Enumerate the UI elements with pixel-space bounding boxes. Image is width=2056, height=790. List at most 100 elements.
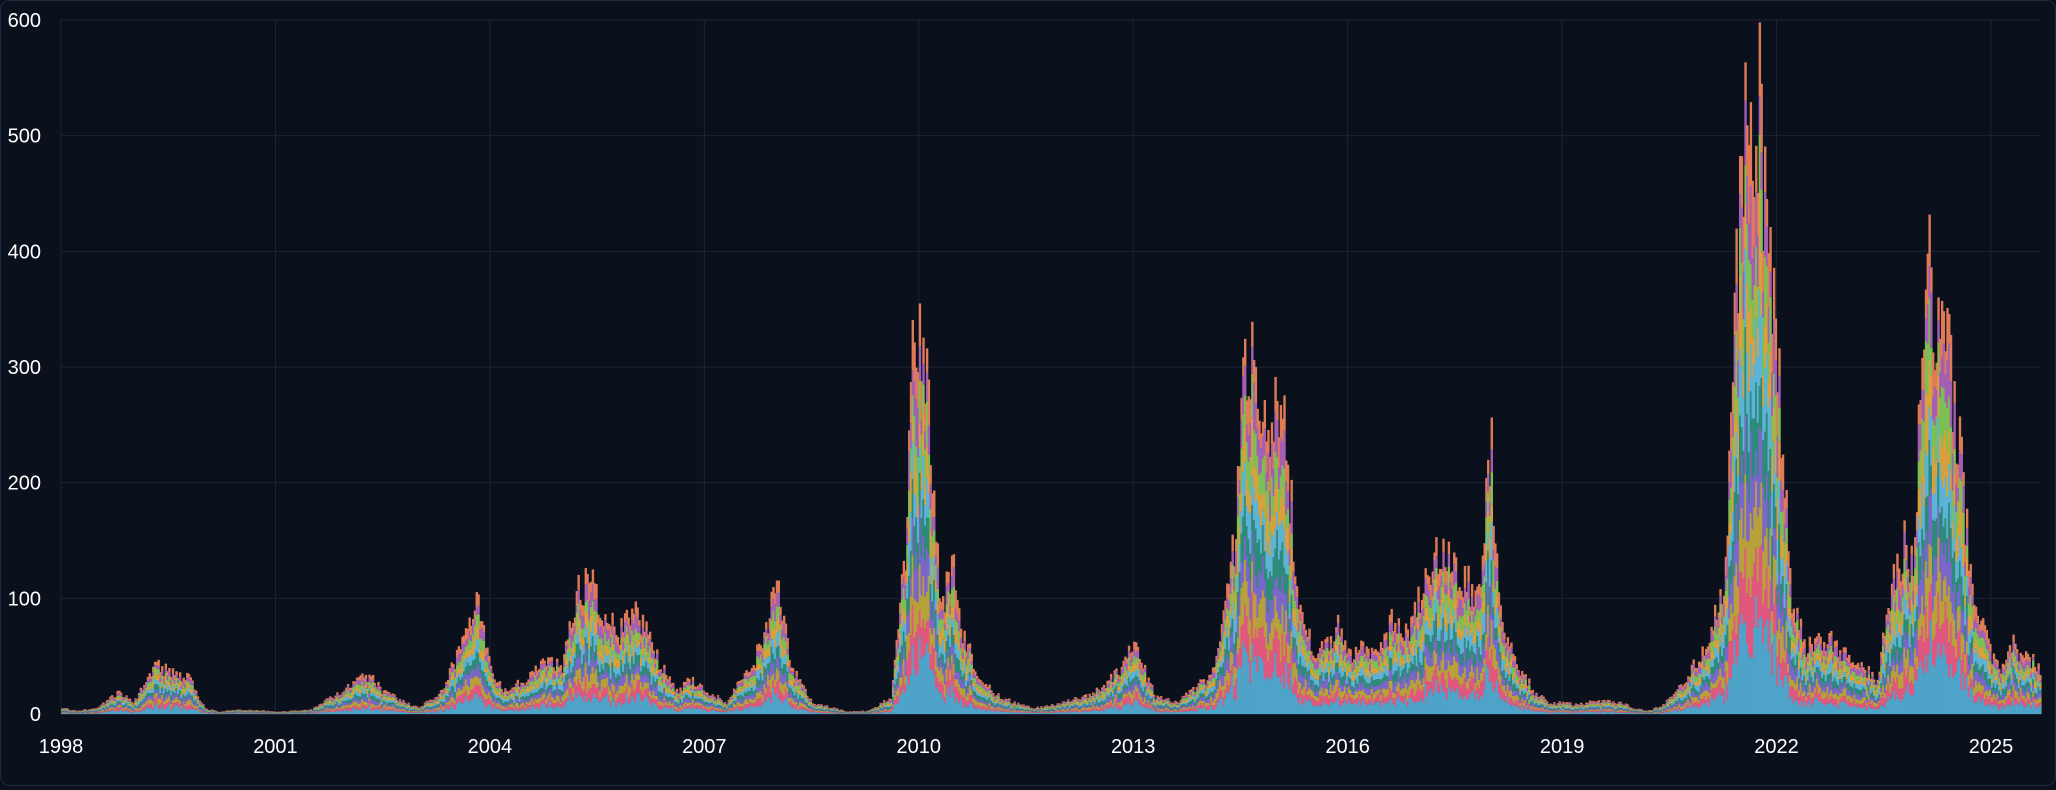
bar-segment — [504, 688, 506, 690]
bar-segment — [111, 695, 113, 697]
bar-segment — [191, 685, 193, 689]
bar-segment — [720, 701, 722, 702]
bar-series — [61, 22, 2042, 714]
bar-segment — [543, 661, 545, 664]
bar-segment — [688, 683, 690, 686]
bar-segment — [402, 700, 404, 701]
bar-segment — [626, 610, 628, 619]
bar-segment — [129, 699, 131, 701]
bar-segment — [601, 620, 603, 626]
bar-segment — [795, 671, 797, 676]
bar-segment — [804, 693, 806, 696]
bar-segment — [947, 583, 949, 591]
bar-segment — [779, 607, 781, 615]
bar-segment — [399, 699, 401, 700]
bar-segment — [676, 689, 678, 692]
bar-segment — [490, 669, 492, 673]
bar-segment — [577, 575, 579, 590]
bar-segment — [803, 685, 805, 687]
bar-segment — [613, 627, 615, 634]
bar-segment — [517, 684, 519, 687]
bar-segment — [191, 681, 193, 683]
bar-segment — [783, 616, 785, 624]
bar-segment — [706, 693, 708, 695]
bar-segment — [806, 697, 808, 698]
bar-segment — [402, 701, 404, 703]
bar-segment — [477, 594, 479, 605]
bar-segment — [206, 709, 208, 710]
bar-segment — [120, 693, 122, 695]
bar-segment — [131, 702, 133, 703]
bar-segment — [188, 674, 190, 677]
bar-segment — [379, 687, 381, 689]
bar-segment — [556, 659, 558, 663]
bar-segment — [656, 660, 658, 669]
bar-segment — [595, 599, 597, 612]
bar-segment — [649, 632, 651, 639]
bar-segment — [161, 672, 163, 676]
bar-segment — [492, 677, 494, 679]
bar-segment — [329, 696, 331, 697]
bar-segment — [820, 705, 822, 706]
bar-segment — [620, 618, 622, 627]
bar-segment — [493, 679, 495, 682]
bar-segment — [408, 703, 410, 704]
bar-segment — [810, 699, 812, 701]
bar-segment — [792, 668, 794, 672]
bar-segment — [806, 696, 808, 698]
bar-segment — [660, 669, 662, 672]
bar-segment — [395, 698, 397, 699]
bar-segment — [942, 596, 944, 610]
bar-segment — [724, 702, 726, 703]
bar-segment — [140, 688, 142, 690]
bar-segment — [374, 685, 376, 687]
bar-segment — [617, 637, 619, 646]
bar-segment — [724, 703, 726, 704]
bar-segment — [711, 694, 713, 696]
bar-segment — [556, 662, 558, 665]
bar-segment — [928, 426, 930, 455]
bar-segment — [679, 687, 681, 689]
bar-segment — [638, 626, 640, 633]
bar-segment — [785, 624, 787, 634]
bar-segment — [651, 642, 653, 651]
bar-segment — [168, 672, 170, 677]
bar-segment — [492, 673, 494, 676]
bar-segment — [408, 703, 410, 704]
bar-segment — [611, 613, 613, 625]
bar-segment — [211, 709, 213, 710]
bar-segment — [120, 695, 122, 697]
bar-segment — [663, 668, 665, 673]
bar-segment — [669, 676, 671, 680]
bar-segment — [919, 346, 921, 380]
bar-segment — [522, 683, 524, 685]
bar-segment — [645, 621, 647, 631]
bar-segment — [477, 606, 479, 615]
bar-segment — [672, 683, 674, 685]
bar-segment — [488, 656, 490, 663]
bar-segment — [134, 698, 136, 699]
bar-segment — [636, 608, 638, 618]
bar-segment — [195, 691, 197, 693]
bar-segment — [347, 684, 349, 686]
bar-segment — [499, 681, 501, 685]
bar-segment — [374, 683, 376, 685]
bar-segment — [922, 338, 924, 364]
bar-segment — [569, 621, 571, 629]
bar-segment — [452, 664, 454, 667]
bar-segment — [202, 706, 204, 707]
bar-segment — [377, 682, 379, 685]
bar-segment — [788, 660, 790, 667]
bar-segment — [656, 649, 658, 654]
bar-segment — [372, 675, 374, 680]
bar-segment — [517, 680, 519, 684]
bar-segment — [499, 685, 501, 688]
bar-segment — [642, 615, 644, 628]
bar-segment — [717, 695, 719, 696]
bar-segment — [926, 348, 928, 373]
bar-segment — [928, 380, 930, 426]
bar-segment — [125, 695, 127, 696]
bar-segment — [158, 660, 160, 666]
bar-segment — [165, 664, 167, 669]
bar-segment — [483, 625, 485, 632]
